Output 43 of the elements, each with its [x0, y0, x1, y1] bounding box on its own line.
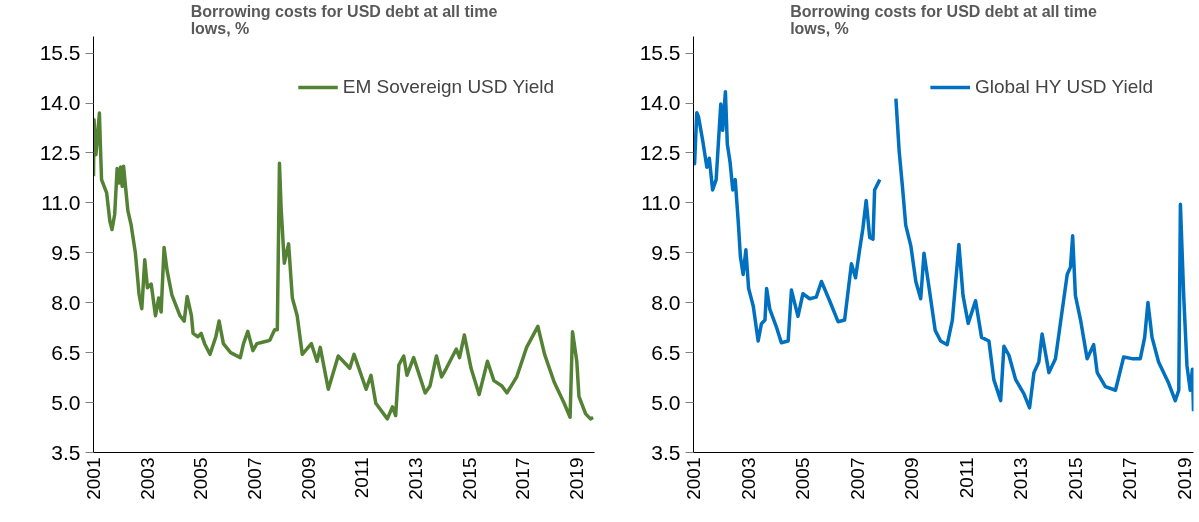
y-tick-label: 3.5 — [651, 440, 681, 464]
y-tick-label: 11.0 — [41, 190, 81, 214]
y-tick-label: 12.5 — [639, 140, 681, 164]
x-tick-label: 2013 — [1010, 457, 1032, 500]
x-tick-label: 2015 — [1064, 457, 1086, 500]
y-tick-label: 8.0 — [51, 290, 81, 314]
x-tick-label: 2003 — [737, 457, 759, 500]
y-tick-label: 14.0 — [639, 91, 681, 115]
line-series — [93, 111, 595, 421]
chart-title: Borrowing costs for USD debt at all time lows, % — [190, 2, 498, 37]
y-tick-label: 11.0 — [641, 190, 681, 214]
x-tick-label: 2005 — [190, 457, 212, 500]
y-tick-label: 9.5 — [51, 240, 81, 264]
x-tick-label: 2003 — [136, 457, 158, 500]
y-tick-label: 5.0 — [651, 390, 681, 414]
x-tick-label: 2009 — [297, 457, 319, 500]
y-tick-label: 6.5 — [51, 340, 81, 364]
x-tick-label: 2001 — [683, 457, 704, 500]
x-tick-label: 2017 — [512, 457, 534, 500]
x-tick-label: 2007 — [846, 457, 868, 500]
y-tick-label: 15.5 — [39, 41, 81, 65]
y-tick-label: 15.5 — [639, 41, 681, 65]
y-tick-label: 9.5 — [651, 240, 681, 264]
x-tick-label: 2019 — [1174, 457, 1195, 500]
legend-label: Global HY USD Yield — [974, 76, 1153, 98]
x-tick-label: 2007 — [244, 457, 266, 500]
y-tick-label: 5.0 — [51, 390, 81, 414]
x-tick-label: 2011 — [955, 457, 977, 499]
y-tick-label: 6.5 — [651, 340, 681, 364]
y-tick-label: 8.0 — [651, 290, 681, 314]
x-tick-label: 2013 — [405, 457, 427, 500]
x-tick-label: 2011 — [351, 457, 373, 499]
y-tick-label: 3.5 — [51, 440, 81, 464]
legend-label: EM Sovereign USD Yield — [342, 76, 554, 98]
chart-title: Borrowing costs for USD debt at all time lows, % — [790, 2, 1097, 37]
y-tick-label: 14.0 — [39, 91, 81, 115]
x-tick-label: 2019 — [566, 457, 588, 500]
x-tick-label: 2015 — [458, 457, 480, 500]
x-tick-label: 2005 — [792, 457, 814, 500]
y-tick-label: 12.5 — [39, 140, 81, 164]
x-tick-label: 2009 — [901, 457, 923, 500]
x-tick-label: 2017 — [1119, 457, 1141, 500]
x-tick-label: 2001 — [83, 457, 104, 500]
